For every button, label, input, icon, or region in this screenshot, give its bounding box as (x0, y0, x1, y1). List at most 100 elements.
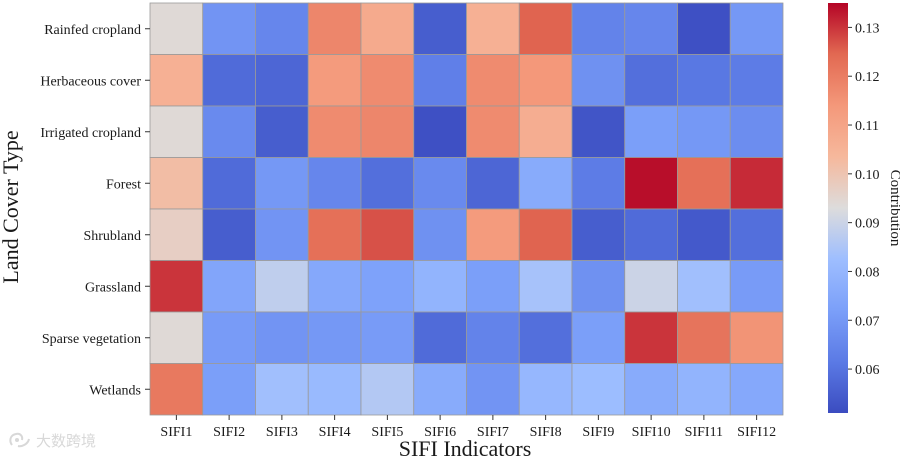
heatmap-cell (571, 311, 626, 364)
heatmap-cell (255, 2, 309, 55)
y-tick-label: Sparse vegetation (42, 332, 141, 347)
colorbar-tick-label: 0.11 (855, 119, 879, 134)
x-tick-label: SIFI4 (319, 425, 351, 440)
heatmap-cell (202, 208, 256, 261)
heatmap-cell (677, 157, 731, 210)
heatmap-cell (360, 105, 415, 158)
heatmap-cell (149, 54, 204, 107)
heatmap-cell (360, 260, 415, 313)
heatmap-cell (307, 208, 362, 261)
x-tick-label: SIFI8 (530, 425, 562, 440)
heatmap-cell (307, 2, 362, 55)
heatmap-cell (413, 260, 467, 313)
heatmap-cell (413, 105, 467, 158)
heatmap-cell (413, 208, 467, 261)
heatmap-cell (624, 105, 678, 158)
heatmap-cell (677, 260, 731, 313)
heatmap-cell (518, 208, 573, 261)
heatmap-cell (255, 311, 309, 364)
heatmap-cell (571, 2, 626, 55)
heatmap-cell (729, 363, 784, 416)
heatmap-cell (624, 2, 678, 55)
heatmap-cell (255, 363, 309, 416)
heatmap-cell (307, 363, 362, 416)
colorbar-tick-label: 0.07 (855, 314, 880, 329)
heatmap-cell (202, 157, 256, 210)
heatmap-cell (518, 311, 573, 364)
heatmap-cell (360, 54, 415, 107)
heatmap-cell (729, 157, 784, 210)
x-tick-label: SIFI5 (371, 425, 403, 440)
heatmap-cell (677, 311, 731, 364)
heatmap-cell (360, 363, 415, 416)
y-axis-title: Land Cover Type (0, 130, 23, 283)
heatmap-cell (149, 157, 204, 210)
heatmap-cell (677, 2, 731, 55)
heatmap-cell (149, 363, 204, 416)
heatmap-cell (255, 54, 309, 107)
heatmap-cell (571, 157, 626, 210)
heatmap-cell (729, 54, 784, 107)
heatmap-cell (466, 208, 520, 261)
heatmap-cell (413, 157, 467, 210)
y-tick-label: Shrubland (83, 229, 141, 244)
heatmap-cell (255, 208, 309, 261)
heatmap-cell (466, 260, 520, 313)
heatmap-cell (518, 157, 573, 210)
colorbar-title: Contribution (887, 170, 900, 247)
heatmap-cell (518, 2, 573, 55)
heatmap-cell (571, 260, 626, 313)
heatmap-cell (255, 105, 309, 158)
x-tick-label: SIFI10 (632, 425, 671, 440)
heatmap-cell (202, 363, 256, 416)
heatmap-cell (624, 311, 678, 364)
heatmap-cell (360, 2, 415, 55)
heatmap-cell (307, 54, 362, 107)
heatmap-cell (729, 311, 784, 364)
x-tick-label: SIFI9 (582, 425, 614, 440)
heatmap-cell (571, 208, 626, 261)
heatmap-cell (624, 260, 678, 313)
colorbar-ticks: 0.06 0.07 0.08 0.09 0.10 0.11 0.12 0.13 (848, 21, 880, 378)
heatmap-cell (149, 260, 204, 313)
heatmap-cell (677, 363, 731, 416)
x-tick-label: SIFI6 (424, 425, 456, 440)
heatmap-cell (466, 157, 520, 210)
y-tick-label: Forest (106, 177, 141, 192)
heatmap-cell (677, 208, 731, 261)
x-tick-label: SIFI12 (737, 425, 776, 440)
y-tick-labels: Rainfed cropland Herbaceous cover Irrigate… (40, 23, 150, 398)
heatmap-cell (307, 260, 362, 313)
colorbar-tick-label: 0.13 (855, 21, 880, 36)
heatmap-cell (729, 2, 784, 55)
heatmap-cell (413, 54, 467, 107)
heatmap-cell (571, 363, 626, 416)
heatmap-cell (677, 105, 731, 158)
x-tick-labels: SIFI1 SIFI2 SIFI3 SIFI4 SIFI5 SIFI6 SIFI7 SIFI8… (160, 415, 776, 440)
heatmap-cell (360, 208, 415, 261)
colorbar-tick-label: 0.10 (855, 168, 880, 183)
colorbar-tick-label: 0.08 (855, 265, 880, 280)
heatmap-cell (307, 157, 362, 210)
x-tick-label: SIFI1 (160, 425, 192, 440)
colorbar-tick-label: 0.09 (855, 217, 880, 232)
heatmap-cell (307, 105, 362, 158)
heatmap-cell (413, 311, 467, 364)
colorbar (828, 3, 848, 413)
heatmap-cell (518, 260, 573, 313)
heatmap-cell (729, 105, 784, 158)
x-tick-label: SIFI3 (266, 425, 298, 440)
heatmap-cells (149, 2, 784, 416)
heatmap-cell (624, 363, 678, 416)
x-axis-title: SIFI Indicators (399, 436, 532, 458)
heatmap-cell (413, 2, 467, 55)
y-tick-label: Herbaceous cover (40, 74, 141, 89)
heatmap-cell (466, 311, 520, 364)
heatmap-cell (149, 105, 204, 158)
heatmap-cell (729, 208, 784, 261)
heatmap-cell (518, 105, 573, 158)
x-tick-label: SIFI7 (477, 425, 509, 440)
heatmap-cell (360, 311, 415, 364)
heatmap-cell (571, 54, 626, 107)
